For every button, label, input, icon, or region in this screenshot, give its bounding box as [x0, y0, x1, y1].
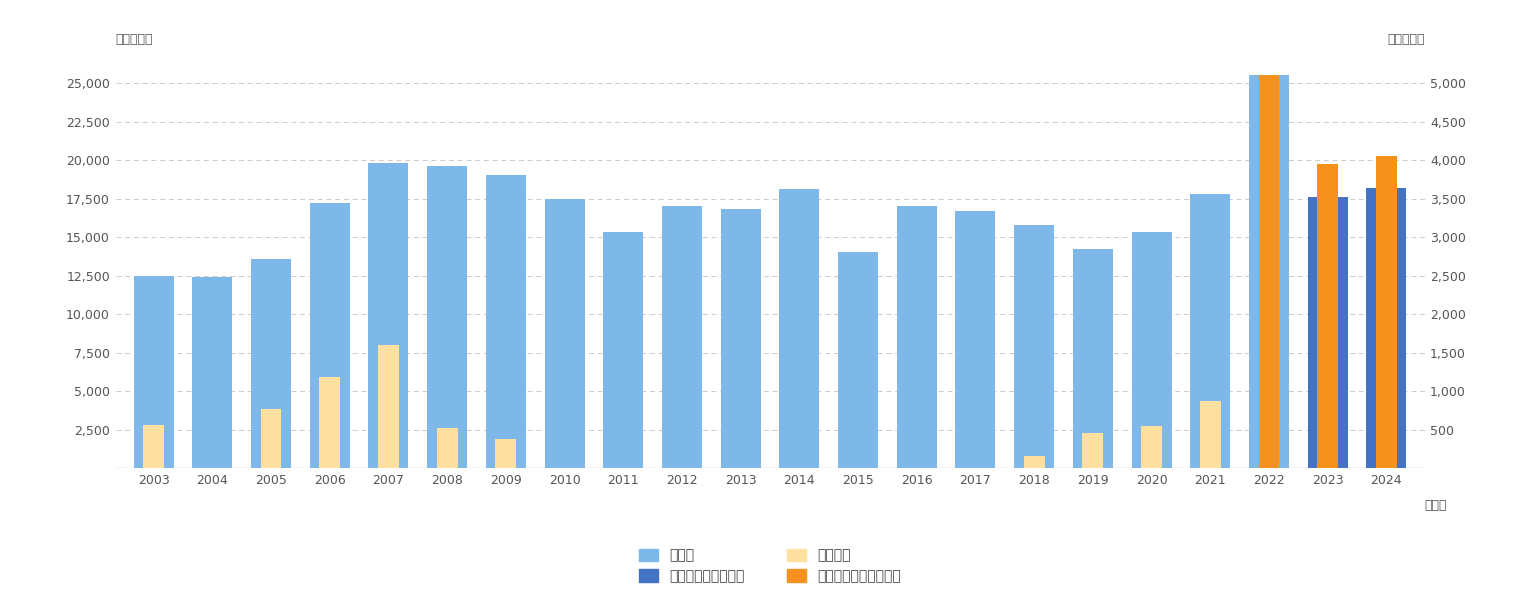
Bar: [545, 199, 585, 468]
Bar: [496, 439, 516, 468]
Text: （百万円）: （百万円）: [116, 33, 152, 46]
Bar: [368, 163, 408, 468]
Bar: [260, 409, 282, 468]
Bar: [838, 253, 878, 468]
Bar: [1249, 76, 1289, 468]
Text: （年）: （年）: [1424, 499, 1448, 512]
Legend: 売上高, 売上高（独自予測）, 営業利益, 営業利益（独自予測）: 売上高, 売上高（独自予測）, 営業利益, 営業利益（独自予測）: [639, 548, 901, 583]
Bar: [1132, 232, 1172, 468]
Bar: [1307, 197, 1348, 468]
Bar: [487, 175, 525, 468]
Bar: [662, 206, 702, 468]
Bar: [1366, 188, 1406, 468]
Text: （百万円）: （百万円）: [1388, 33, 1424, 46]
Bar: [1141, 427, 1161, 468]
Bar: [1258, 76, 1280, 468]
Bar: [1317, 164, 1338, 468]
Bar: [319, 377, 340, 468]
Bar: [1024, 455, 1044, 468]
Bar: [1200, 401, 1221, 468]
Bar: [251, 259, 291, 468]
Bar: [896, 206, 936, 468]
Bar: [192, 277, 233, 468]
Bar: [143, 425, 165, 468]
Bar: [779, 190, 819, 468]
Bar: [1083, 433, 1103, 468]
Bar: [1190, 194, 1230, 468]
Bar: [1073, 250, 1113, 468]
Bar: [310, 203, 350, 468]
Bar: [427, 166, 467, 468]
Bar: [134, 275, 174, 468]
Bar: [379, 345, 399, 468]
Bar: [604, 232, 644, 468]
Bar: [1015, 225, 1053, 468]
Bar: [1375, 156, 1397, 468]
Bar: [721, 209, 761, 468]
Bar: [437, 428, 457, 468]
Bar: [1258, 76, 1280, 468]
Bar: [955, 211, 995, 468]
